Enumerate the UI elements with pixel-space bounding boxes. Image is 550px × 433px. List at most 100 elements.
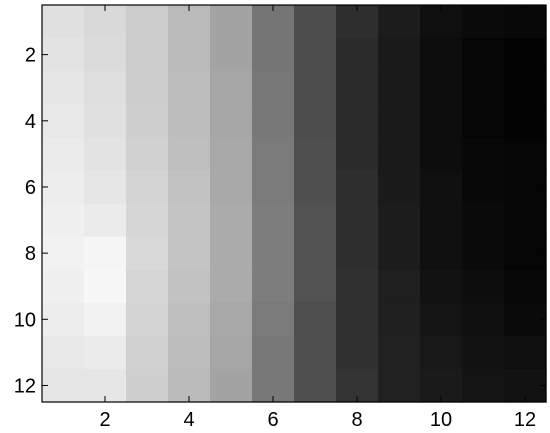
heatmap-cell bbox=[504, 104, 547, 138]
x-axis: 2 4 6 8 10 12 bbox=[99, 409, 536, 431]
heatmap-cell bbox=[420, 170, 463, 205]
heatmap-cell bbox=[42, 137, 85, 172]
heatmap-cell bbox=[252, 269, 295, 304]
heatmap-cell bbox=[168, 38, 211, 72]
heatmap-cell bbox=[210, 335, 253, 370]
heatmap-cell bbox=[378, 236, 421, 271]
heatmap-cell bbox=[210, 71, 253, 105]
heatmap-cell bbox=[210, 104, 253, 138]
y-tick-label: 2 bbox=[25, 45, 36, 67]
heatmap-cell bbox=[420, 269, 463, 304]
heatmap-cell bbox=[168, 71, 211, 105]
heatmap-cell bbox=[294, 71, 337, 105]
heatmap-cell bbox=[42, 368, 85, 403]
heatmap-cell bbox=[420, 71, 463, 105]
heatmap-cell bbox=[126, 71, 169, 105]
plot-area-frame bbox=[41, 4, 547, 403]
heatmap-cell bbox=[84, 137, 127, 172]
heatmap-cell bbox=[126, 104, 169, 138]
heatmap-cells bbox=[42, 5, 547, 403]
y-tick-label: 6 bbox=[25, 177, 36, 199]
heatmap-cell bbox=[84, 335, 127, 370]
y-axis: 2 4 6 8 10 12 bbox=[14, 45, 36, 398]
heatmap-cell bbox=[84, 302, 127, 337]
heatmap-cell bbox=[378, 5, 421, 39]
heatmap-cell bbox=[126, 302, 169, 337]
heatmap-cell bbox=[126, 368, 169, 403]
heatmap-cell bbox=[126, 236, 169, 271]
heatmap-cell bbox=[336, 302, 379, 337]
heatmap-cell bbox=[42, 203, 85, 238]
heatmap-cell bbox=[462, 269, 505, 304]
heatmap-cell bbox=[294, 269, 337, 304]
heatmap-cell bbox=[336, 104, 379, 138]
heatmap-cell bbox=[168, 170, 211, 205]
heatmap-cell bbox=[84, 104, 127, 138]
heatmap-cell bbox=[252, 302, 295, 337]
heatmap-cell bbox=[126, 38, 169, 72]
heatmap-cell bbox=[504, 269, 547, 304]
heatmap-cell bbox=[84, 203, 127, 238]
heatmap-cell bbox=[336, 137, 379, 172]
heatmap-cell bbox=[294, 5, 337, 39]
heatmap-cell bbox=[252, 38, 295, 72]
x-tick-label: 8 bbox=[351, 409, 362, 431]
y-tick-label: 10 bbox=[14, 309, 36, 331]
heatmap-cell bbox=[210, 236, 253, 271]
heatmap-cell bbox=[42, 71, 85, 105]
heatmap-cell bbox=[42, 38, 85, 72]
heatmap-cell bbox=[168, 236, 211, 271]
heatmap-cell bbox=[294, 104, 337, 138]
heatmap-cell bbox=[378, 170, 421, 205]
heatmap-cell bbox=[378, 38, 421, 72]
heatmap-cell bbox=[294, 170, 337, 205]
heatmap-cell bbox=[168, 269, 211, 304]
heatmap-cell bbox=[252, 104, 295, 138]
heatmap-cell bbox=[462, 170, 505, 205]
heatmap-cell bbox=[42, 104, 85, 138]
heatmap-cell bbox=[378, 269, 421, 304]
heatmap-cell bbox=[294, 335, 337, 370]
x-tick-label: 12 bbox=[514, 409, 536, 431]
heatmap-cell bbox=[462, 137, 505, 172]
heatmap-cell bbox=[504, 71, 547, 105]
heatmap-cell bbox=[84, 38, 127, 72]
x-tick-label: 4 bbox=[183, 409, 194, 431]
heatmap-cell bbox=[126, 5, 169, 39]
heatmap-cell bbox=[336, 236, 379, 271]
heatmap-cell bbox=[504, 170, 547, 205]
heatmap-cell bbox=[420, 38, 463, 72]
heatmap-cell bbox=[378, 335, 421, 370]
heatmap-cell bbox=[336, 38, 379, 72]
heatmap-cell bbox=[126, 170, 169, 205]
heatmap-cell bbox=[210, 203, 253, 238]
heatmap-cell bbox=[462, 203, 505, 238]
heatmap-cell bbox=[84, 236, 127, 271]
heatmap-cell bbox=[168, 137, 211, 172]
heatmap-cell bbox=[252, 71, 295, 105]
heatmap-cell bbox=[420, 104, 463, 138]
heatmap-cell bbox=[504, 302, 547, 337]
heatmap-cell bbox=[378, 104, 421, 138]
axis-ticks bbox=[42, 5, 546, 402]
heatmap-cell bbox=[462, 38, 505, 72]
heatmap-cell bbox=[126, 335, 169, 370]
heatmap-cell bbox=[294, 137, 337, 172]
heatmap-cell bbox=[84, 170, 127, 205]
heatmap-cell bbox=[336, 203, 379, 238]
heatmap-cell bbox=[462, 302, 505, 337]
heatmap-cell bbox=[168, 203, 211, 238]
heatmap-cell bbox=[210, 170, 253, 205]
heatmap-cell bbox=[252, 236, 295, 271]
heatmap-cell bbox=[420, 236, 463, 271]
heatmap-cell bbox=[126, 203, 169, 238]
heatmap-cell bbox=[42, 269, 85, 304]
y-tick-label: 8 bbox=[25, 243, 36, 265]
heatmap-cell bbox=[378, 368, 421, 403]
heatmap-cell bbox=[252, 170, 295, 205]
heatmap-cell bbox=[462, 71, 505, 105]
heatmap-cell bbox=[504, 335, 547, 370]
heatmap-cell bbox=[504, 38, 547, 72]
heatmap-cell bbox=[42, 170, 85, 205]
